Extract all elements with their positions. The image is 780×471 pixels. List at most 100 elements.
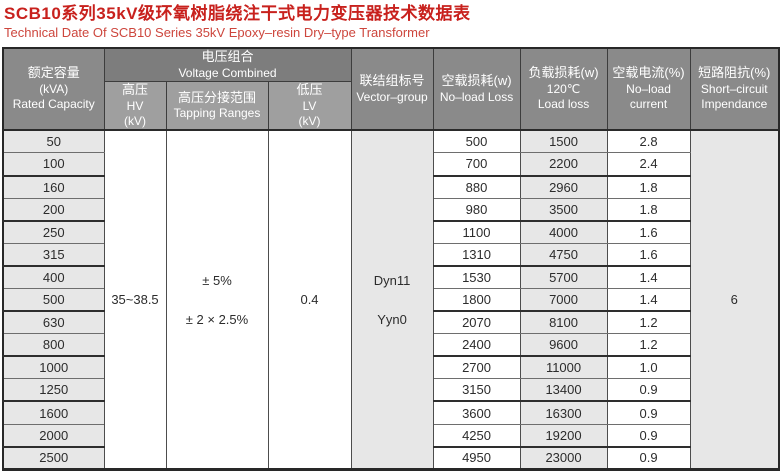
cell-rated-capacity: 400 xyxy=(2,265,105,289)
cell-rated-capacity: 500 xyxy=(2,287,105,313)
cell-rated-capacity: 160 xyxy=(2,175,105,199)
cell-load-loss: 23000 xyxy=(519,446,608,470)
header-line: (kV) xyxy=(124,113,146,128)
table-row: 630 2070 8100 1.2 xyxy=(2,310,779,335)
table-body: 50 35~38.5 ± 5% ± 2 × 2.5% 0.4 Dyn11 Yyn0 500 15… xyxy=(2,129,780,470)
header-line: Rated Capacity xyxy=(12,97,95,112)
cell-load-loss: 16300 xyxy=(519,400,608,425)
cell-load-loss: 9600 xyxy=(519,333,608,358)
cell-load-loss: 4000 xyxy=(519,220,608,244)
header-line: 电压组合 xyxy=(201,49,254,64)
page-title: SCB10系列35kV级环氧树脂绕注干式电力变压器技术数据表 xyxy=(4,4,471,23)
cell-rated-capacity: 200 xyxy=(2,197,105,222)
cell-rated-capacity: 2000 xyxy=(2,423,105,448)
table-row: 2500 4950 23000 0.9 xyxy=(2,446,779,470)
cell-noload-current: 1.2 xyxy=(606,333,691,358)
table-row: 100 700 2200 2.4 xyxy=(2,152,779,177)
col-header-hv: 高压 HV (kV) xyxy=(103,80,167,131)
cell-noload-loss: 2070 xyxy=(432,310,521,335)
cell-load-loss: 1500 xyxy=(519,129,608,154)
cell-rated-capacity: 800 xyxy=(2,333,105,358)
vector-group-line: Dyn11 xyxy=(373,272,411,288)
cell-noload-loss: 4950 xyxy=(432,446,521,470)
col-header-load-loss: 负载损耗(w) 120℃ Load loss xyxy=(519,47,608,131)
cell-rated-capacity: 50 xyxy=(2,129,105,154)
cell-load-loss: 5700 xyxy=(519,265,608,289)
cell-noload-current: 1.6 xyxy=(606,220,691,244)
cell-noload-current: 1.8 xyxy=(606,175,691,199)
transformer-data-table: 额定容量 (kVA) Rated Capacity 电压组合 Voltage C… xyxy=(2,47,780,471)
header-line: HV xyxy=(126,98,144,113)
cell-noload-current: 1.2 xyxy=(606,310,691,335)
table-row: 200 980 3500 1.8 xyxy=(2,197,779,222)
header-line: 高压分接范围 xyxy=(177,89,256,105)
cell-rated-capacity: 100 xyxy=(2,152,105,177)
cell-load-loss: 3500 xyxy=(519,197,608,222)
cell-rated-capacity: 1600 xyxy=(2,400,105,425)
vector-group-line: Yyn0 xyxy=(377,311,407,327)
cell-vector-group: Dyn11 Yyn0 xyxy=(350,130,434,470)
cell-noload-loss: 700 xyxy=(432,152,521,177)
col-header-noload-loss: 空载损耗(w) No–load Loss xyxy=(432,47,521,131)
header-line: No–load Loss xyxy=(439,89,514,104)
cell-noload-loss: 880 xyxy=(432,175,521,199)
table-row: 500 1800 7000 1.4 xyxy=(2,287,779,313)
header-line: current xyxy=(629,97,668,112)
col-header-tapping: 高压分接范围 Tapping Ranges xyxy=(165,80,269,131)
cell-noload-loss: 3600 xyxy=(432,400,521,425)
table-row: 315 1310 4750 1.6 xyxy=(2,242,779,267)
header-line: No–load xyxy=(626,82,671,97)
header-line: 空载电流(%) xyxy=(612,65,685,81)
cell-noload-loss: 1530 xyxy=(432,265,521,289)
title-block: SCB10系列35kV级环氧树脂绕注干式电力变压器技术数据表 Technical… xyxy=(0,0,780,41)
header-line: 120℃ xyxy=(546,82,581,97)
col-header-vector-group: 联结组标号 Vector–group xyxy=(350,47,434,131)
cell-lv-value: 0.4 xyxy=(267,130,352,470)
tapping-range-line: ± 5% xyxy=(202,272,232,288)
cell-rated-capacity: 1250 xyxy=(2,378,105,403)
col-header-rated-capacity: 额定容量 (kVA) Rated Capacity xyxy=(2,47,105,131)
cell-noload-loss: 1800 xyxy=(432,287,521,313)
col-header-impedance: 短路阻抗(%) Short–circuit Impendance xyxy=(689,47,780,131)
table-row: 2000 4250 19200 0.9 xyxy=(2,423,779,448)
header-line: 高压 xyxy=(121,81,148,97)
table-header: 额定容量 (kVA) Rated Capacity 电压组合 Voltage C… xyxy=(2,47,780,131)
cell-noload-current: 0.9 xyxy=(606,378,691,403)
tapping-range-line: ± 2 × 2.5% xyxy=(185,311,249,327)
cell-load-loss: 8100 xyxy=(519,310,608,335)
cell-noload-current: 1.0 xyxy=(606,355,691,380)
cell-load-loss: 11000 xyxy=(519,355,608,380)
cell-noload-current: 1.4 xyxy=(606,265,691,289)
header-line: 额定容量 xyxy=(27,65,80,81)
cell-noload-current: 2.8 xyxy=(606,129,691,154)
header-line: Load loss xyxy=(537,97,590,112)
header-line: Impendance xyxy=(701,97,768,112)
header-line: 负载损耗(w) xyxy=(528,65,599,81)
cell-rated-capacity: 630 xyxy=(2,310,105,335)
cell-noload-current: 1.4 xyxy=(606,287,691,313)
cell-load-loss: 13400 xyxy=(519,378,608,403)
cell-noload-loss: 2400 xyxy=(432,333,521,358)
header-line: (kVA) xyxy=(39,82,69,97)
cell-load-loss: 19200 xyxy=(519,423,608,448)
cell-noload-current: 1.6 xyxy=(606,242,691,267)
cell-rated-capacity: 250 xyxy=(2,220,105,244)
cell-noload-loss: 980 xyxy=(432,197,521,222)
cell-noload-loss: 3150 xyxy=(432,378,521,403)
cell-noload-loss: 1310 xyxy=(432,242,521,267)
cell-noload-current: 2.4 xyxy=(606,152,691,177)
cell-noload-loss: 1100 xyxy=(432,220,521,244)
cell-noload-loss: 2700 xyxy=(432,355,521,380)
header-line: Voltage Combined xyxy=(178,65,277,80)
col-header-lv: 低压 LV (kV) xyxy=(267,80,352,131)
header-line: LV xyxy=(302,98,317,113)
cell-rated-capacity: 315 xyxy=(2,242,105,267)
header-line: 联结组标号 xyxy=(359,73,425,89)
table-row: 800 2400 9600 1.2 xyxy=(2,333,779,358)
cell-load-loss: 2960 xyxy=(519,175,608,199)
table-row: 160 880 2960 1.8 xyxy=(2,175,779,199)
cell-tapping-range: ± 5% ± 2 × 2.5% xyxy=(165,130,269,470)
cell-noload-current: 0.9 xyxy=(606,400,691,425)
cell-hv-value: 35~38.5 xyxy=(103,130,167,470)
